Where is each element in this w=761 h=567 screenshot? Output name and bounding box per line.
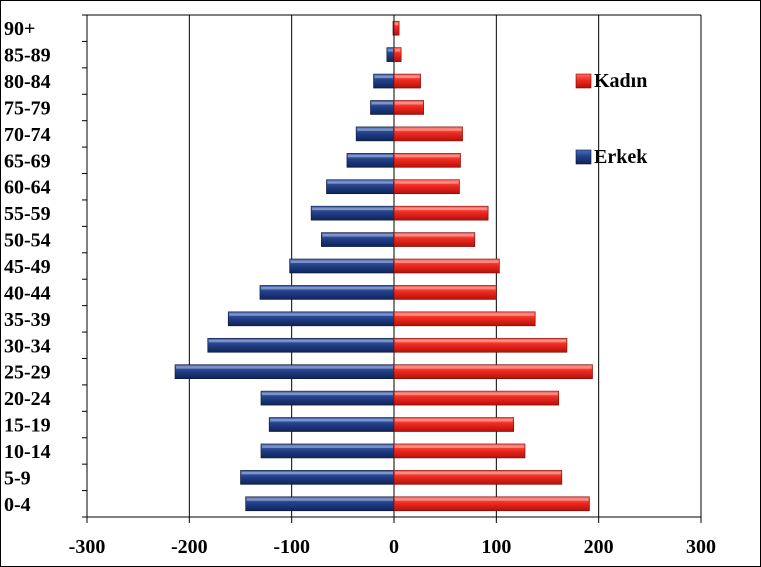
y-tick-label-10-14: 10-14 xyxy=(4,441,51,463)
legend: Kadın Erkek xyxy=(576,70,648,168)
y-tick-label-30-34: 30-34 xyxy=(4,335,51,357)
y-tick-label-45-49: 45-49 xyxy=(4,256,51,278)
y-tick-label-40-44: 40-44 xyxy=(4,282,51,304)
bar-highlight-erkek-45-49 xyxy=(291,261,393,264)
bar-highlight-kadin-10-14 xyxy=(395,445,524,448)
x-tick-label-0: -300 xyxy=(69,536,106,558)
y-tick-label-50-54: 50-54 xyxy=(4,230,51,252)
bar-highlight-kadin-40-44 xyxy=(395,287,495,290)
legend-swatch-erkek xyxy=(576,150,591,164)
bar-highlight-kadin-90+ xyxy=(395,23,398,26)
x-tick-label-4: 100 xyxy=(481,536,511,558)
bar-highlight-erkek-15-19 xyxy=(270,419,393,422)
bar-highlight-erkek-65-69 xyxy=(348,155,393,158)
bar-highlight-kadin-80-84 xyxy=(395,76,420,79)
y-tick-label-35-39: 35-39 xyxy=(4,309,51,331)
bar-highlight-erkek-10-14 xyxy=(262,445,393,448)
bar-highlight-erkek-5-9 xyxy=(242,472,394,475)
bar-highlight-kadin-75-79 xyxy=(395,102,423,105)
bar-highlight-erkek-0-4 xyxy=(247,498,393,501)
bar-highlight-erkek-85-89 xyxy=(388,49,393,52)
y-tick-labels: 0-4 5-9 10-14 15-19 20-24 25-29 30-34 35-39 40-4… xyxy=(4,18,51,516)
bar-highlight-kadin-55-59 xyxy=(395,208,487,211)
legend-label-erkek: Erkek xyxy=(594,146,648,168)
x-tick-labels: -300 -200 -100 0 100 200 300 xyxy=(69,536,716,558)
bar-highlight-kadin-5-9 xyxy=(395,472,561,475)
x-tick-label-3: 0 xyxy=(389,536,399,558)
y-tick-label-20-24: 20-24 xyxy=(4,388,51,410)
legend-swatch-kadin xyxy=(576,74,591,88)
y-tick-label-15-19: 15-19 xyxy=(4,415,51,437)
bar-highlight-kadin-60-64 xyxy=(395,181,458,184)
x-tick-label-2: -100 xyxy=(273,536,310,558)
bar-highlight-kadin-35-39 xyxy=(395,313,534,316)
bar-highlight-kadin-20-24 xyxy=(395,393,558,396)
y-tick-label-85-89: 85-89 xyxy=(4,45,51,67)
y-tick-label-75-79: 75-79 xyxy=(4,97,51,119)
y-tick-label-60-64: 60-64 xyxy=(4,177,51,199)
y-tick-label-0-4: 0-4 xyxy=(4,494,31,516)
y-tick-label-25-29: 25-29 xyxy=(4,362,51,384)
y-tick-label-90+: 90+ xyxy=(4,18,35,40)
y-tick-label-55-59: 55-59 xyxy=(4,203,51,225)
y-tick-label-80-84: 80-84 xyxy=(4,71,51,93)
bar-highlight-erkek-70-74 xyxy=(357,128,393,131)
bar-highlight-erkek-55-59 xyxy=(312,208,393,211)
bar-highlight-erkek-75-79 xyxy=(371,102,393,105)
x-tick-label-6: 300 xyxy=(686,536,716,558)
y-tick-label-70-74: 70-74 xyxy=(4,124,51,146)
bar-highlight-kadin-85-89 xyxy=(395,49,400,52)
bar-highlight-kadin-50-54 xyxy=(395,234,474,237)
bar-highlight-erkek-30-34 xyxy=(209,340,393,343)
y-tick-label-65-69: 65-69 xyxy=(4,150,51,172)
bar-highlight-erkek-25-29 xyxy=(176,366,393,369)
bar-highlight-erkek-80-84 xyxy=(375,76,393,79)
bar-highlight-kadin-25-29 xyxy=(395,366,592,369)
bar-highlight-erkek-60-64 xyxy=(327,181,393,184)
x-tick-label-5: 200 xyxy=(584,536,614,558)
bar-highlight-kadin-70-74 xyxy=(395,128,462,131)
legend-label-kadin: Kadın xyxy=(594,70,647,92)
bar-highlight-erkek-50-54 xyxy=(322,234,393,237)
bar-highlight-erkek-40-44 xyxy=(261,287,393,290)
bar-highlight-kadin-45-49 xyxy=(395,261,498,264)
y-tick-label-5-9: 5-9 xyxy=(4,467,31,489)
x-tick-label-1: -200 xyxy=(171,536,208,558)
bar-highlight-kadin-65-69 xyxy=(395,155,460,158)
bar-highlight-kadin-15-19 xyxy=(395,419,513,422)
bar-highlight-kadin-0-4 xyxy=(395,498,588,501)
bar-highlight-erkek-20-24 xyxy=(262,393,393,396)
bar-highlight-erkek-35-39 xyxy=(229,313,393,316)
bar-highlight-kadin-30-34 xyxy=(395,340,566,343)
bars xyxy=(175,21,593,511)
